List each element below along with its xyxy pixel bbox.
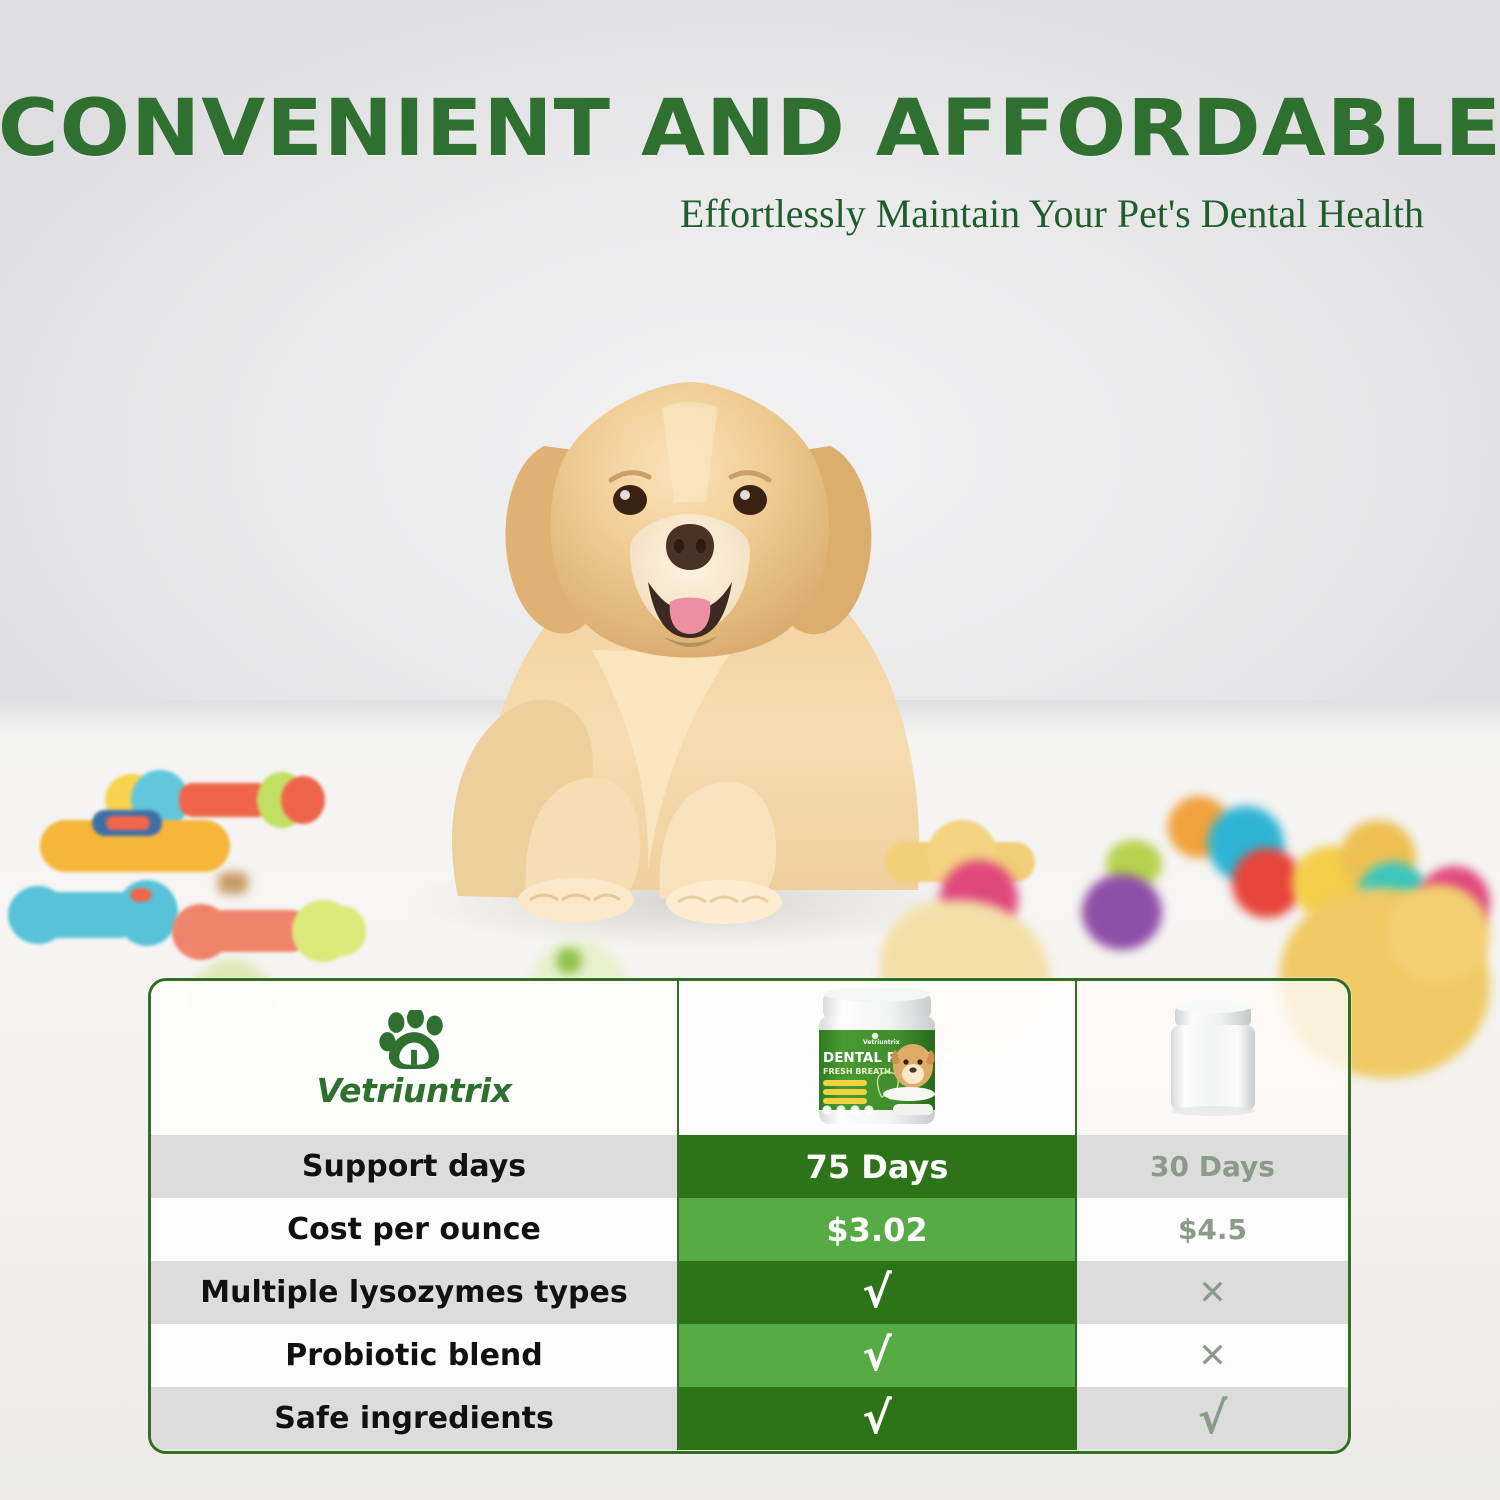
- toy-bone-teal-spiky: [8, 880, 178, 948]
- toy-ball-purple: [1082, 874, 1162, 950]
- plain-white-jar-icon: [1161, 999, 1265, 1117]
- treat-kibble: [218, 872, 248, 894]
- table-row: Multiple lysozymes types √ ✕: [151, 1261, 1348, 1324]
- row-competitor-check-icon: √: [1077, 1387, 1348, 1450]
- product-jar-cell: Vetriuntrix DENTAL POWDER FRESH BREATH: [677, 981, 1077, 1135]
- toy-bone-yellow: [40, 810, 230, 872]
- row-product-value: 75 Days: [677, 1135, 1077, 1198]
- row-competitor-cross-icon: ✕: [1077, 1261, 1348, 1324]
- toy-ball-green-dot: [556, 948, 582, 974]
- brand-logo-cell: Vetriuntrix: [151, 981, 677, 1135]
- brand-logo: Vetriuntrix: [316, 1009, 512, 1110]
- row-product-check-icon: √: [677, 1261, 1077, 1324]
- product-jar-icon: Vetriuntrix DENTAL POWDER FRESH BREATH: [801, 986, 954, 1128]
- golden-retriever-photo: [330, 250, 1050, 970]
- page-subtitle: Effortlessly Maintain Your Pet's Dental …: [679, 191, 1424, 236]
- table-header-row: Vetriuntrix: [151, 981, 1348, 1135]
- row-label: Cost per ounce: [151, 1198, 677, 1261]
- toy-duck-head: [1386, 884, 1490, 984]
- row-product-check-icon: √: [677, 1387, 1077, 1450]
- row-competitor-value: $4.5: [1077, 1198, 1348, 1261]
- competitor-jar-cell: [1077, 981, 1348, 1135]
- row-label: Support days: [151, 1135, 677, 1198]
- table-row: Probiotic blend √ ✕: [151, 1324, 1348, 1387]
- brand-name: Vetriuntrix: [316, 1070, 512, 1110]
- paw-print-icon: [379, 1009, 443, 1069]
- row-competitor-value: 30 Days: [1077, 1135, 1348, 1198]
- toy-bone-coral-green: [172, 900, 366, 962]
- svg-text:Vetriuntrix: Vetriuntrix: [863, 1039, 900, 1046]
- row-label: Multiple lysozymes types: [151, 1261, 677, 1324]
- row-label: Probiotic blend: [151, 1324, 677, 1387]
- row-label: Safe ingredients: [151, 1387, 677, 1450]
- row-product-check-icon: √: [677, 1324, 1077, 1387]
- row-product-value: $3.02: [677, 1198, 1077, 1261]
- toy-ball-red: [1232, 848, 1302, 918]
- table-row: Cost per ounce $3.02 $4.5: [151, 1198, 1348, 1261]
- comparison-table: Vetriuntrix: [148, 978, 1351, 1454]
- svg-text:FRESH BREATH: FRESH BREATH: [823, 1067, 891, 1076]
- table-row: Safe ingredients √ √: [151, 1387, 1348, 1450]
- table-row: Support days 75 Days 30 Days: [151, 1135, 1348, 1198]
- row-competitor-cross-icon: ✕: [1077, 1324, 1348, 1387]
- page-title: CONVENIENT AND AFFORDABLE: [0, 84, 1500, 174]
